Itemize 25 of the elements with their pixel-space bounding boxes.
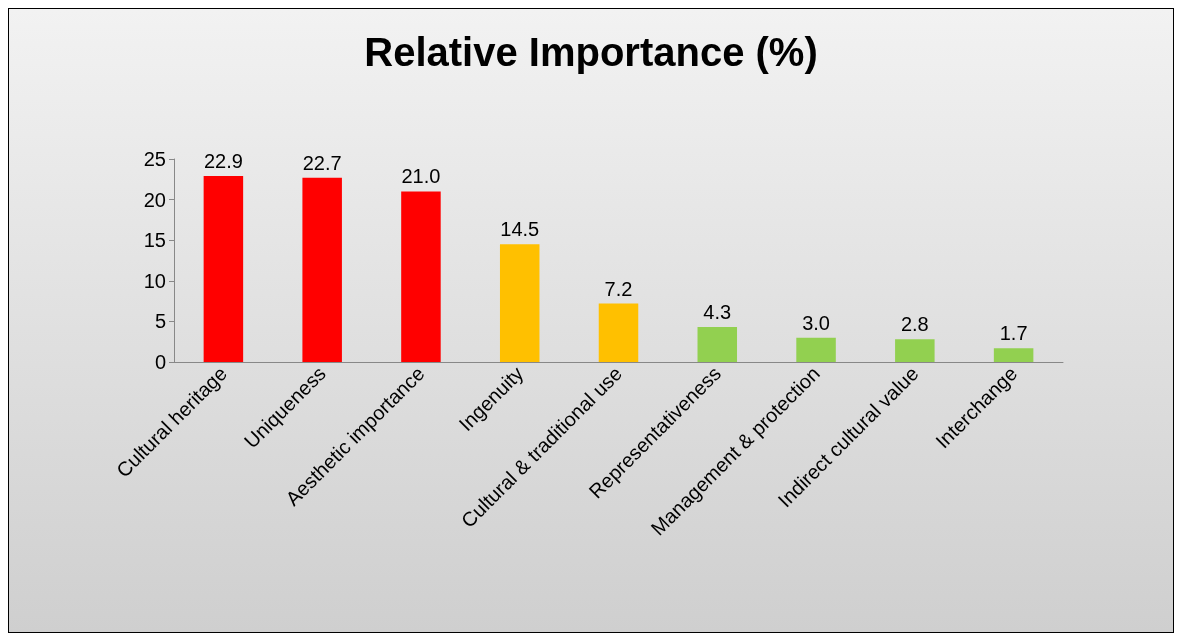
bar bbox=[499, 244, 540, 362]
y-tick-label: 25 bbox=[143, 148, 166, 170]
bar bbox=[796, 337, 836, 362]
y-tick-label: 15 bbox=[143, 229, 166, 252]
data-label: 4.3 bbox=[703, 301, 732, 324]
data-label: 7.2 bbox=[604, 277, 633, 300]
bar bbox=[697, 327, 738, 362]
data-label: 21.0 bbox=[401, 165, 441, 188]
bar bbox=[401, 191, 441, 362]
data-label: 2.8 bbox=[900, 313, 929, 336]
bar bbox=[993, 348, 1034, 362]
data-label: 22.9 bbox=[203, 150, 243, 173]
y-tick-label: 20 bbox=[143, 188, 166, 211]
data-label: 3.0 bbox=[802, 311, 830, 334]
data-label: 22.7 bbox=[302, 151, 342, 174]
data-label: 1.7 bbox=[999, 322, 1028, 345]
bar bbox=[598, 303, 639, 362]
y-tick-label: 10 bbox=[143, 269, 166, 292]
data-label: 14.5 bbox=[500, 218, 540, 241]
bar bbox=[302, 177, 342, 362]
chart-title: Relative Importance (%) bbox=[364, 30, 818, 74]
y-tick-label: 5 bbox=[154, 310, 166, 333]
y-tick-label: 0 bbox=[154, 351, 166, 373]
bar bbox=[203, 176, 244, 362]
bar bbox=[895, 339, 935, 362]
